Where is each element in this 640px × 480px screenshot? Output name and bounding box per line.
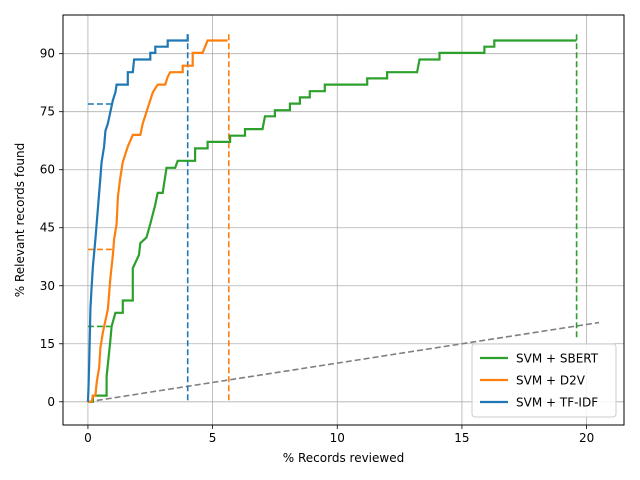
plot-frame [62, 14, 625, 426]
y-tick-label: 60 [40, 163, 55, 177]
legend: SVM + SBERT SVM + D2V SVM + TF-IDF [471, 343, 617, 418]
y-tick-label: 90 [40, 47, 55, 61]
x-axis-label: % Records reviewed [283, 451, 404, 465]
x-tick-label: 15 [454, 431, 469, 445]
x-tick-label: 5 [209, 431, 217, 445]
y-axis-label: % Relevant records found [13, 143, 27, 298]
grid-lines [63, 15, 624, 425]
y-tick-label: 45 [40, 221, 55, 235]
y-tick-label: 75 [40, 105, 55, 119]
legend-label: SVM + D2V [516, 374, 586, 388]
series-line-svm-tf-idf [86, 34, 189, 402]
series-line-svm-d2v [87, 39, 228, 403]
x-tick-label: 0 [84, 431, 92, 445]
series-layer [86, 34, 600, 403]
series-line-svm-sbert [87, 39, 577, 403]
y-tick-label: 30 [40, 279, 55, 293]
legend-box [471, 343, 617, 418]
y-axis-ticks: 0 15 30 45 60 75 90 [40, 47, 63, 409]
legend-label: SVM + SBERT [516, 352, 599, 366]
y-tick-label: 0 [47, 395, 55, 409]
x-axis-ticks: 0 5 10 15 20 [84, 425, 594, 445]
dashed-line-reference-3 [87, 321, 600, 403]
y-tick-label: 15 [40, 337, 55, 351]
x-tick-label: 20 [579, 431, 594, 445]
x-tick-label: 10 [330, 431, 345, 445]
legend-label: SVM + TF-IDF [516, 396, 598, 410]
